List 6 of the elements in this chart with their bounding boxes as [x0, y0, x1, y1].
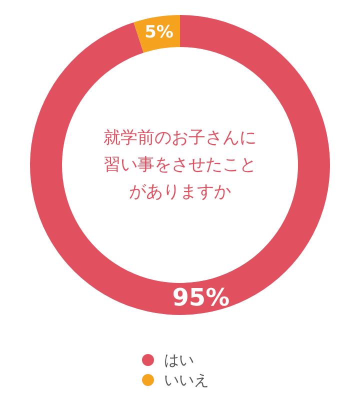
- data-label: 5%: [144, 22, 174, 43]
- data-label: 95%: [172, 283, 230, 312]
- legend-label: いいえ: [164, 371, 209, 389]
- text: 就学前のお子さんに習い事をさせたことがありますか: [104, 128, 256, 202]
- donut-slice: [30, 15, 330, 315]
- legend-label: はい: [164, 351, 194, 369]
